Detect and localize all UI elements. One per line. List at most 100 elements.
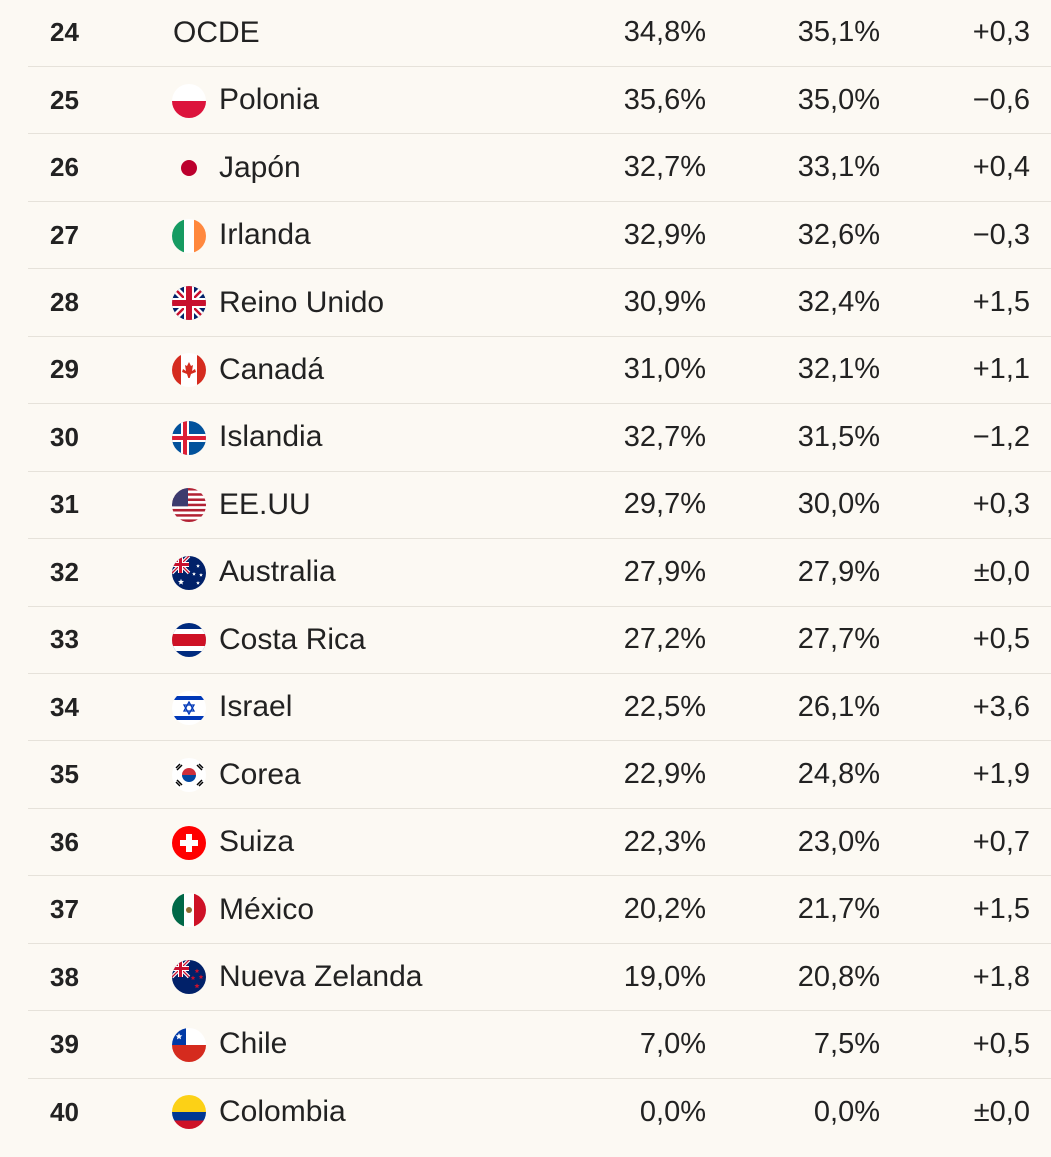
change: +1,8 [972, 960, 1030, 993]
flag-icon [172, 960, 206, 995]
country-name: EE.UU [219, 487, 311, 521]
flag-icon [172, 555, 206, 590]
change: ±0,0 [973, 1095, 1030, 1128]
flag-icon [172, 488, 206, 523]
flag-icon [172, 893, 206, 928]
table-row: 30 Islandia 32,7% 31,5% −1,2 [28, 404, 1051, 472]
value-a: 29,7% [623, 488, 706, 521]
rank: 34 [50, 691, 79, 722]
value-a: 31,0% [623, 353, 706, 386]
flag-icon [172, 420, 206, 455]
country-name: Reino Unido [219, 285, 385, 319]
value-b: 30,0% [797, 488, 880, 521]
country-name: Nueva Zelanda [219, 960, 423, 994]
value-b: 23,0% [797, 825, 880, 858]
table-row: 35 Corea 22,9% 24,8% +1,9 [28, 741, 1051, 809]
flag-icon [172, 353, 206, 388]
rank: 39 [50, 1028, 79, 1059]
value-b: 27,9% [797, 555, 880, 588]
value-b: 31,5% [797, 420, 880, 453]
value-a: 22,5% [623, 690, 706, 723]
country-name: Irlanda [219, 218, 311, 252]
change: +1,5 [972, 286, 1030, 319]
rank: 27 [50, 219, 79, 250]
value-b: 33,1% [797, 151, 880, 184]
country-name: Chile [219, 1027, 288, 1061]
country-name: México [219, 892, 315, 926]
value-b: 0,0% [813, 1095, 880, 1128]
flag-icon [172, 151, 206, 186]
value-a: 20,2% [623, 893, 706, 926]
rank: 32 [50, 556, 79, 587]
change: −1,2 [972, 420, 1030, 453]
value-b: 26,1% [797, 690, 880, 723]
table-row: 33 Costa Rica 27,2% 27,7% +0,5 [28, 607, 1051, 674]
country-name: OCDE [173, 15, 260, 49]
flag-icon [172, 218, 206, 253]
value-b: 21,7% [797, 893, 880, 926]
change: +1,9 [972, 758, 1030, 791]
value-a: 19,0% [623, 960, 706, 993]
value-b: 35,1% [797, 16, 880, 49]
change: +0,3 [972, 16, 1030, 49]
rank: 25 [50, 84, 79, 115]
change: +0,4 [972, 151, 1030, 184]
value-a: 30,9% [623, 286, 706, 319]
rank: 35 [50, 759, 79, 790]
change: +0,7 [972, 825, 1030, 858]
value-a: 0,0% [639, 1095, 706, 1128]
country-name: Corea [219, 757, 301, 791]
country-name: Colombia [219, 1095, 346, 1129]
rank: 33 [50, 624, 79, 655]
value-a: 22,9% [623, 758, 706, 791]
rank: 29 [50, 354, 79, 385]
table-row: 39 Chile 7,0% 7,5% +0,5 [28, 1011, 1051, 1079]
flag-icon [172, 758, 206, 793]
table-row: 27 Irlanda 32,9% 32,6% −0,3 [28, 202, 1051, 270]
change: +0,5 [972, 1027, 1030, 1060]
flag-icon [172, 1095, 206, 1130]
rank: 37 [50, 894, 79, 925]
table-row: 31 EE.UU 29,7% 30,0% +0,3 [28, 472, 1051, 540]
rank: 26 [50, 152, 79, 183]
country-name: Japón [219, 150, 301, 184]
change: ±0,0 [973, 555, 1030, 588]
change: −0,3 [972, 218, 1030, 251]
value-a: 32,7% [623, 420, 706, 453]
value-b: 32,1% [797, 353, 880, 386]
country-name: Australia [219, 555, 336, 589]
country-name: Canadá [219, 352, 325, 386]
change: +0,3 [972, 488, 1030, 521]
value-a: 35,6% [623, 83, 706, 116]
rank: 31 [50, 489, 79, 520]
table-row: 37 México 20,2% 21,7% +1,5 [28, 876, 1051, 944]
rank: 36 [50, 826, 79, 857]
country-name: Polonia [219, 83, 320, 117]
value-a: 32,9% [623, 218, 706, 251]
value-a: 7,0% [639, 1027, 706, 1060]
value-b: 7,5% [813, 1027, 880, 1060]
country-name: Israel [219, 690, 293, 724]
value-a: 22,3% [623, 825, 706, 858]
rank: 38 [50, 961, 79, 992]
table-row: 38 Nueva Zelanda 19,0% 20,8% +1,8 [28, 944, 1051, 1012]
table-row: 32 Australia 27,9% 27,9% ±0,0 [28, 539, 1051, 607]
country-name: Islandia [219, 420, 323, 454]
value-a: 34,8% [623, 16, 706, 49]
value-b: 20,8% [797, 960, 880, 993]
flag-icon [172, 83, 206, 118]
rank: 28 [50, 287, 79, 318]
table-row: 34 Israel 22,5% 26,1% +3,6 [28, 674, 1051, 742]
table-row: 40 Colombia 0,0% 0,0% ±0,0 [28, 1079, 1051, 1146]
country-name: Costa Rica [219, 622, 366, 656]
value-b: 35,0% [797, 83, 880, 116]
value-b: 27,7% [797, 623, 880, 656]
value-b: 24,8% [797, 758, 880, 791]
flag-icon [172, 623, 206, 658]
table-row: 25 Polonia 35,6% 35,0% −0,6 [28, 67, 1051, 135]
value-a: 27,9% [623, 555, 706, 588]
value-a: 27,2% [623, 623, 706, 656]
change: +0,5 [972, 623, 1030, 656]
table-row: 26 Japón 32,7% 33,1% +0,4 [28, 134, 1051, 202]
